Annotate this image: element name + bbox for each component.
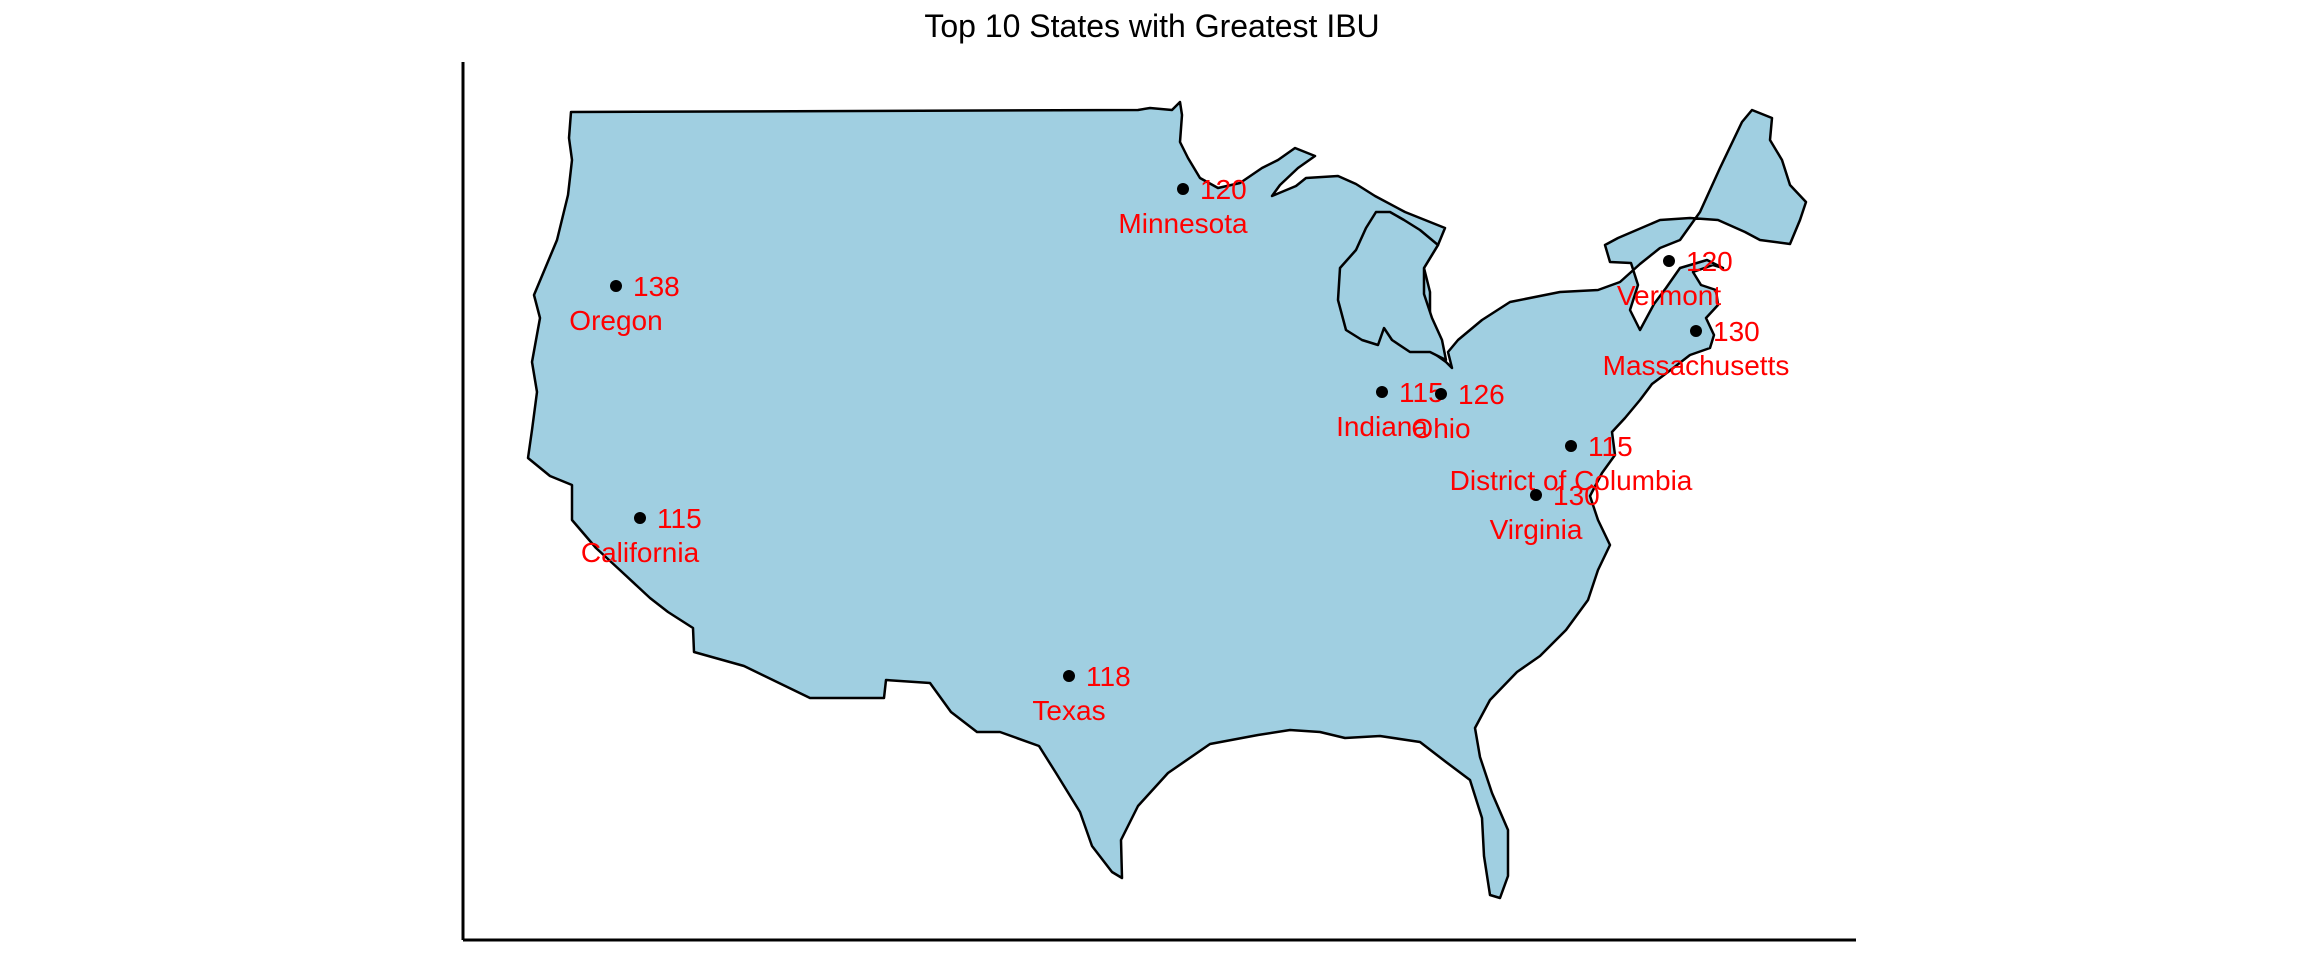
marker-massachusetts <box>1690 325 1702 337</box>
marker-virginia <box>1530 489 1542 501</box>
contiguous-us-shape <box>526 100 1808 900</box>
marker-minnesota <box>1177 183 1189 195</box>
value-label-ohio: 126 <box>1458 379 1505 410</box>
value-label-district-of-columbia: 115 <box>1588 431 1633 462</box>
value-label-massachusetts: 130 <box>1713 316 1760 347</box>
state-label-district-of-columbia: District of Columbia <box>1450 465 1693 496</box>
state-label-virginia: Virginia <box>1490 514 1583 545</box>
marker-district-of-columbia <box>1565 440 1577 452</box>
value-label-vermont: 120 <box>1686 246 1733 277</box>
michigan-shape <box>1336 210 1448 362</box>
value-label-california: 115 <box>657 503 702 534</box>
state-label-california: California <box>581 537 700 568</box>
marker-texas <box>1063 670 1075 682</box>
value-label-virginia: 130 <box>1553 480 1600 511</box>
marker-oregon <box>610 280 622 292</box>
state-label-vermont: Vermont <box>1617 280 1721 311</box>
marker-california <box>634 512 646 524</box>
state-label-massachusetts: Massachusetts <box>1603 350 1790 381</box>
map-title: Top 10 States with Greatest IBU <box>924 8 1380 44</box>
value-label-minnesota: 120 <box>1200 174 1247 205</box>
state-label-oregon: Oregon <box>569 305 662 336</box>
marker-vermont <box>1663 255 1675 267</box>
marker-ohio <box>1435 388 1447 400</box>
marker-indiana <box>1376 386 1388 398</box>
value-label-texas: 118 <box>1086 661 1131 692</box>
state-label-indiana: Indiana <box>1336 411 1428 442</box>
state-label-ohio: Ohio <box>1411 413 1470 444</box>
value-label-oregon: 138 <box>633 271 680 302</box>
state-markers: 138Oregon115California120Minnesota118Tex… <box>569 174 1789 726</box>
state-label-minnesota: Minnesota <box>1118 208 1248 239</box>
state-label-texas: Texas <box>1032 695 1105 726</box>
